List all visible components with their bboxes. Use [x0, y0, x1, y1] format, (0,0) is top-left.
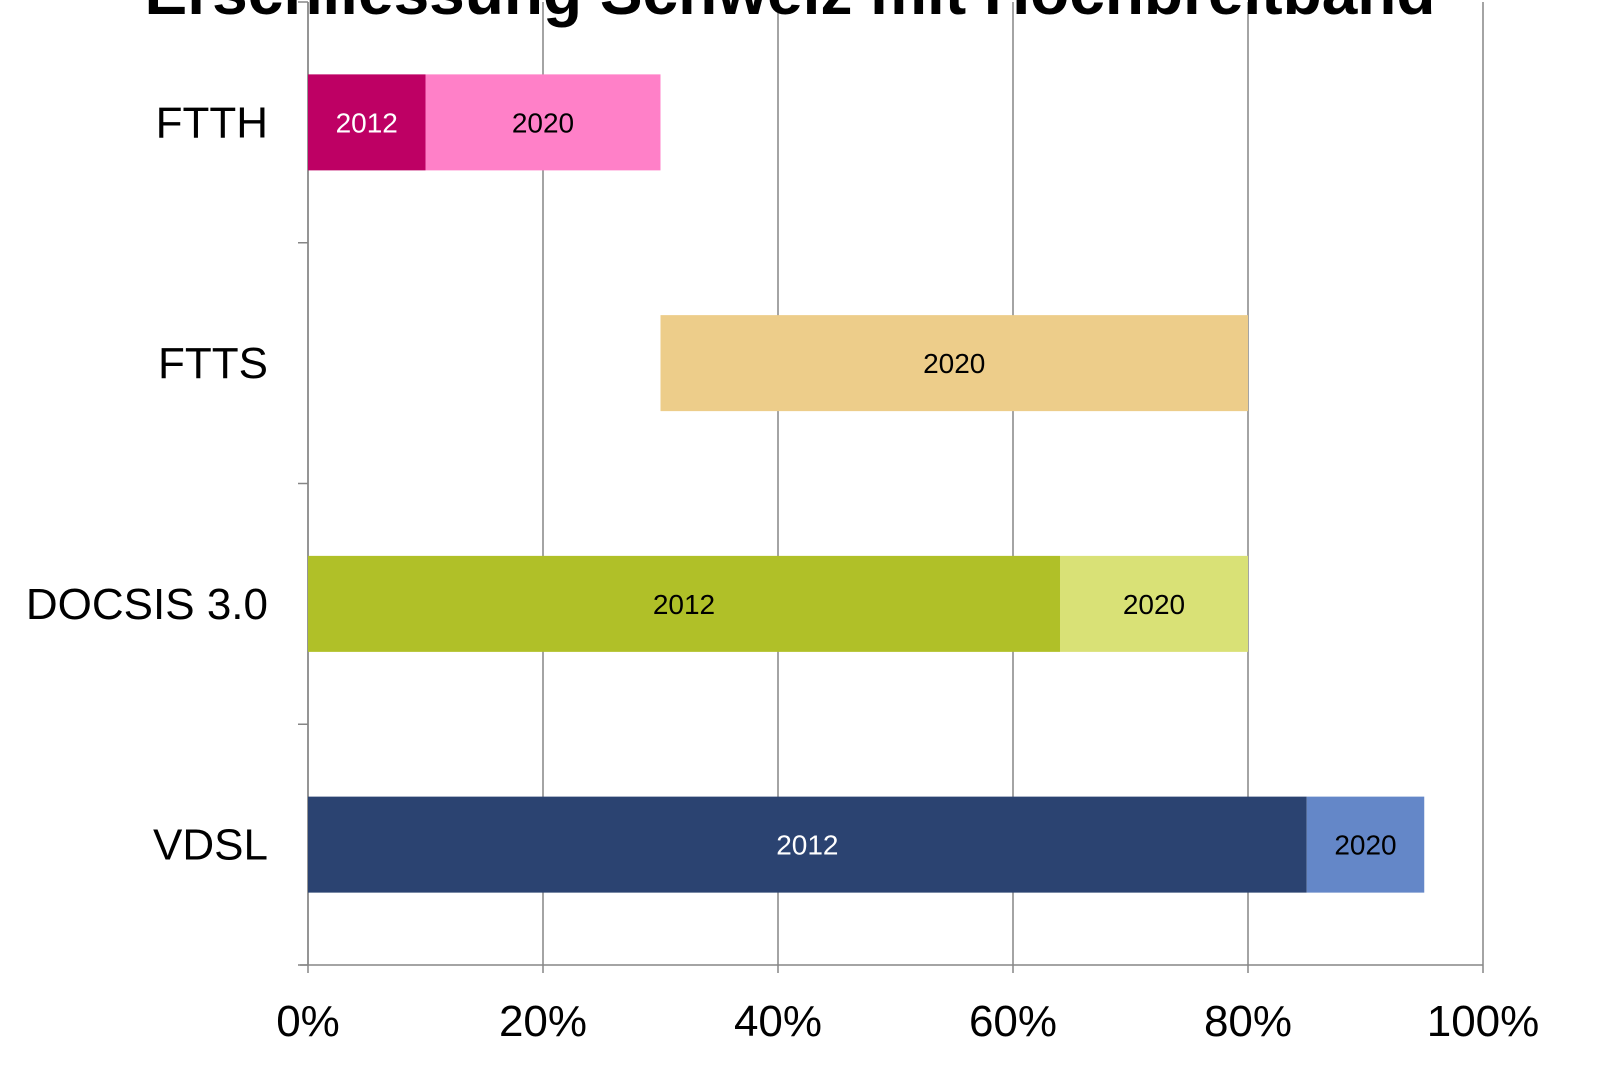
bar-segment: [1060, 555, 1248, 652]
y-tick-label: DOCSIS 3.0: [26, 580, 268, 629]
bar-segment: [425, 74, 661, 171]
y-tick-label: FTTS: [158, 339, 268, 388]
x-tick-label: 80%: [1204, 997, 1292, 1046]
x-tick-label: 20%: [499, 997, 587, 1046]
bar-segment: [660, 315, 1248, 412]
x-tick-label: 40%: [734, 997, 822, 1046]
y-tick-label: VDSL: [153, 821, 268, 870]
bar-segment: [308, 555, 1060, 652]
x-tick-label: 100%: [1427, 997, 1540, 1046]
bar-segment: [308, 74, 426, 171]
x-tick-label: 0%: [276, 997, 340, 1046]
segment-label: 2012: [653, 589, 715, 620]
segment-label: 2020: [1334, 830, 1396, 861]
chart-title: Erschliessung Schweiz mit Hochbreitband: [145, 0, 1436, 28]
segment-label: 2020: [923, 348, 985, 379]
y-tick-label: FTTH: [156, 98, 268, 147]
segment-label: 2020: [512, 107, 574, 138]
segment-label: 2020: [1123, 589, 1185, 620]
bar-segment: [308, 315, 661, 411]
segment-label: 2012: [336, 107, 398, 138]
x-tick-label: 60%: [969, 997, 1057, 1046]
bar-segment: [308, 796, 1307, 893]
bar-segment: [1306, 796, 1425, 893]
segment-label: 2012: [776, 830, 838, 861]
